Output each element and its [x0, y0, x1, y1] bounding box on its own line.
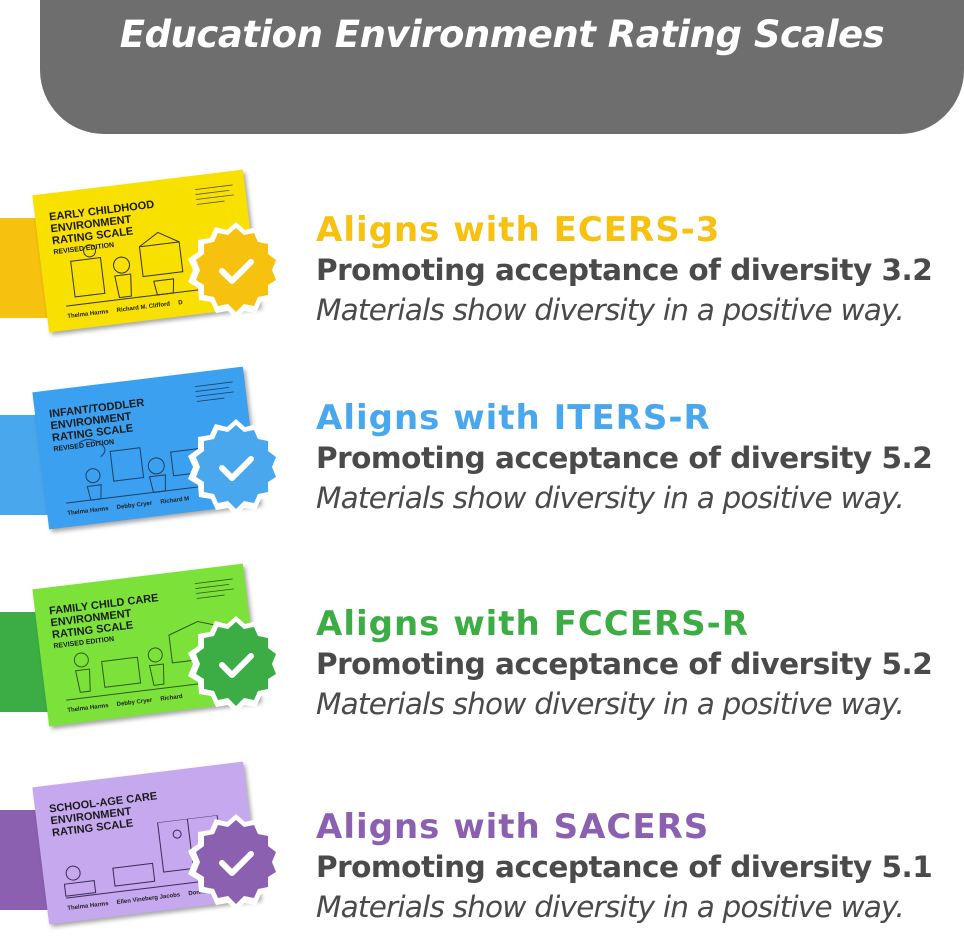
book-cover-fccers: FAMILY CHILD CARE ENVIRONMENT RATING SCA…	[32, 563, 260, 727]
check-badge-icon	[188, 419, 284, 517]
scale-text: Aligns with ECERS-3 Promoting acceptance…	[316, 210, 956, 330]
scale-row-ecers: EARLY CHILDHOOD ENVIRONMENT RATING SCALE…	[0, 169, 964, 358]
materials-text: Materials show diversity in a positive w…	[316, 687, 905, 721]
materials-text: Materials show diversity in a positive w…	[316, 481, 905, 515]
aligns-prefix: Aligns with	[316, 604, 554, 644]
scale-name: ITERS-R	[553, 398, 711, 438]
check-badge-icon	[188, 814, 284, 912]
materials-text: Materials show diversity in a positive w…	[316, 293, 905, 327]
scale-name: SACERS	[553, 807, 710, 847]
aligns-prefix: Aligns with	[316, 807, 554, 847]
check-badge-icon	[188, 222, 284, 320]
scale-name: ECERS-3	[553, 210, 721, 250]
aligns-heading: Aligns with ECERS-3	[316, 210, 956, 250]
aligns-heading: Aligns with FCCERS-R	[316, 604, 956, 644]
scale-text: Aligns with ITERS-R Promoting acceptance…	[316, 398, 956, 518]
promo-text: Promoting acceptance of diversity 3.2	[316, 253, 933, 287]
header-banner: Education Environment Rating Scales	[40, 0, 964, 134]
book-sticker	[194, 381, 234, 402]
promo-text: Promoting acceptance of diversity 5.1	[316, 850, 933, 884]
scale-row-sacers: SCHOOL-AGE CARE ENVIRONMENT RATING SCALE…	[0, 761, 964, 950]
scale-row-iters: INFANT/TODDLER ENVIRONMENT RATING SCALE …	[0, 366, 964, 555]
aligns-prefix: Aligns with	[316, 398, 554, 438]
page-title: Education Environment Rating Scales	[119, 13, 885, 56]
aligns-heading: Aligns with ITERS-R	[316, 398, 956, 438]
promo-text: Promoting acceptance of diversity 5.2	[316, 647, 933, 681]
promo-text: Promoting acceptance of diversity 5.2	[316, 441, 933, 475]
aligns-prefix: Aligns with	[316, 210, 554, 250]
materials-text: Materials show diversity in a positive w…	[316, 890, 905, 924]
scale-text: Aligns with SACERS Promoting acceptance …	[316, 807, 956, 927]
scale-name: FCCERS-R	[553, 604, 749, 644]
aligns-heading: Aligns with SACERS	[316, 807, 956, 847]
scale-text: Aligns with FCCERS-R Promoting acceptanc…	[316, 604, 956, 724]
scale-row-fccers: FAMILY CHILD CARE ENVIRONMENT RATING SCA…	[0, 563, 964, 752]
check-badge-icon	[188, 616, 284, 714]
book-sticker	[194, 184, 234, 205]
book-sticker	[194, 578, 234, 599]
